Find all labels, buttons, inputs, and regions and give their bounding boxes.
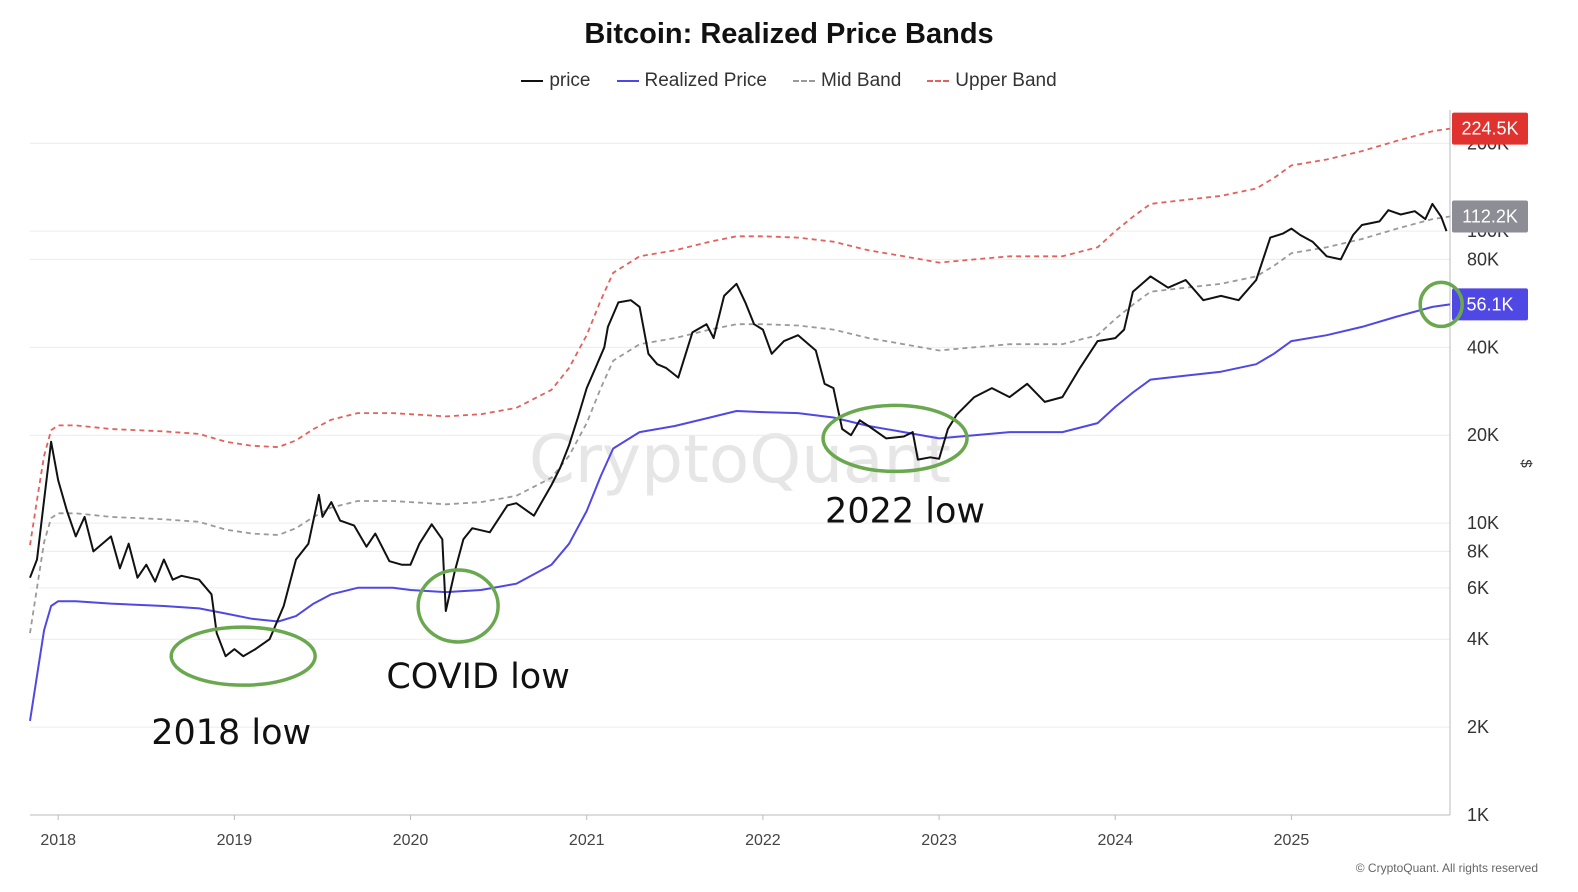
- legend: price Realized Price Mid Band Upper Band: [0, 70, 1578, 92]
- legend-swatch-upper-band: [927, 80, 950, 82]
- legend-item-price[interactable]: price: [521, 70, 591, 92]
- y-tick-label: 2K: [1467, 717, 1489, 737]
- y-tick-label: 80K: [1467, 249, 1499, 269]
- chart-title: Bitcoin: Realized Price Bands: [584, 18, 994, 50]
- annotation-label: COVID low: [386, 657, 569, 697]
- legend-item-upper-band[interactable]: Upper Band: [927, 70, 1057, 92]
- watermark-text: CryptoQuant: [529, 421, 951, 498]
- legend-swatch-mid-band: [793, 80, 815, 82]
- legend-label-upper-band: Upper Band: [955, 70, 1057, 91]
- legend-swatch-realized-price: [616, 80, 639, 82]
- annotation-circle: [821, 403, 969, 474]
- x-tick-label: 2019: [217, 832, 253, 849]
- legend-label-price: price: [549, 70, 591, 91]
- legend-label-realized-price: Realized Price: [644, 70, 768, 91]
- annotation-circle: [416, 568, 500, 644]
- series-line-mid-band: [29, 215, 1451, 634]
- x-tick-label: 2023: [921, 832, 957, 849]
- legend-item-realized-price[interactable]: Realized Price: [616, 70, 768, 92]
- x-tick-label: 2018: [40, 832, 76, 849]
- series-line-price: [29, 202, 1448, 658]
- x-tick-label: 2021: [569, 832, 605, 849]
- legend-swatch-price: [521, 80, 544, 82]
- x-tick-label: 2025: [1274, 832, 1310, 849]
- y-tick-label: 4K: [1467, 629, 1489, 649]
- y-tick-label: 6K: [1467, 578, 1489, 598]
- y-tick-label: 10K: [1467, 513, 1499, 533]
- value-badge: [1452, 112, 1528, 145]
- annotation-label: 2022 low: [825, 491, 985, 531]
- annotation-label: 2018 low: [151, 713, 311, 753]
- y-tick-label: 8K: [1467, 541, 1489, 561]
- y-tick-label: 40K: [1467, 337, 1499, 357]
- series-line-realized-price: [29, 303, 1451, 722]
- x-tick-label: 2022: [745, 832, 781, 849]
- value-badge: [1452, 200, 1528, 233]
- x-tick-label: 2024: [1097, 832, 1133, 849]
- y-tick-label: 1K: [1467, 805, 1489, 825]
- x-tick-label: 2020: [393, 832, 429, 849]
- y-tick-label: 20K: [1467, 425, 1499, 445]
- annotation-circle: [1418, 280, 1464, 329]
- value-badge-label: 224.5K: [1461, 119, 1518, 139]
- value-badge: [1452, 288, 1528, 321]
- value-badge-label: 112.2K: [1462, 207, 1518, 227]
- y-axis-unit-label: $: [1517, 459, 1535, 468]
- copyright-footer: © CryptoQuant. All rights reserved: [1355, 861, 1538, 875]
- annotation-circle: [169, 625, 317, 687]
- legend-label-mid-band: Mid Band: [821, 70, 902, 91]
- legend-item-mid-band[interactable]: Mid Band: [793, 70, 901, 92]
- value-badge-label: 56.1K: [1466, 294, 1513, 314]
- series-line-upper-band: [29, 127, 1451, 546]
